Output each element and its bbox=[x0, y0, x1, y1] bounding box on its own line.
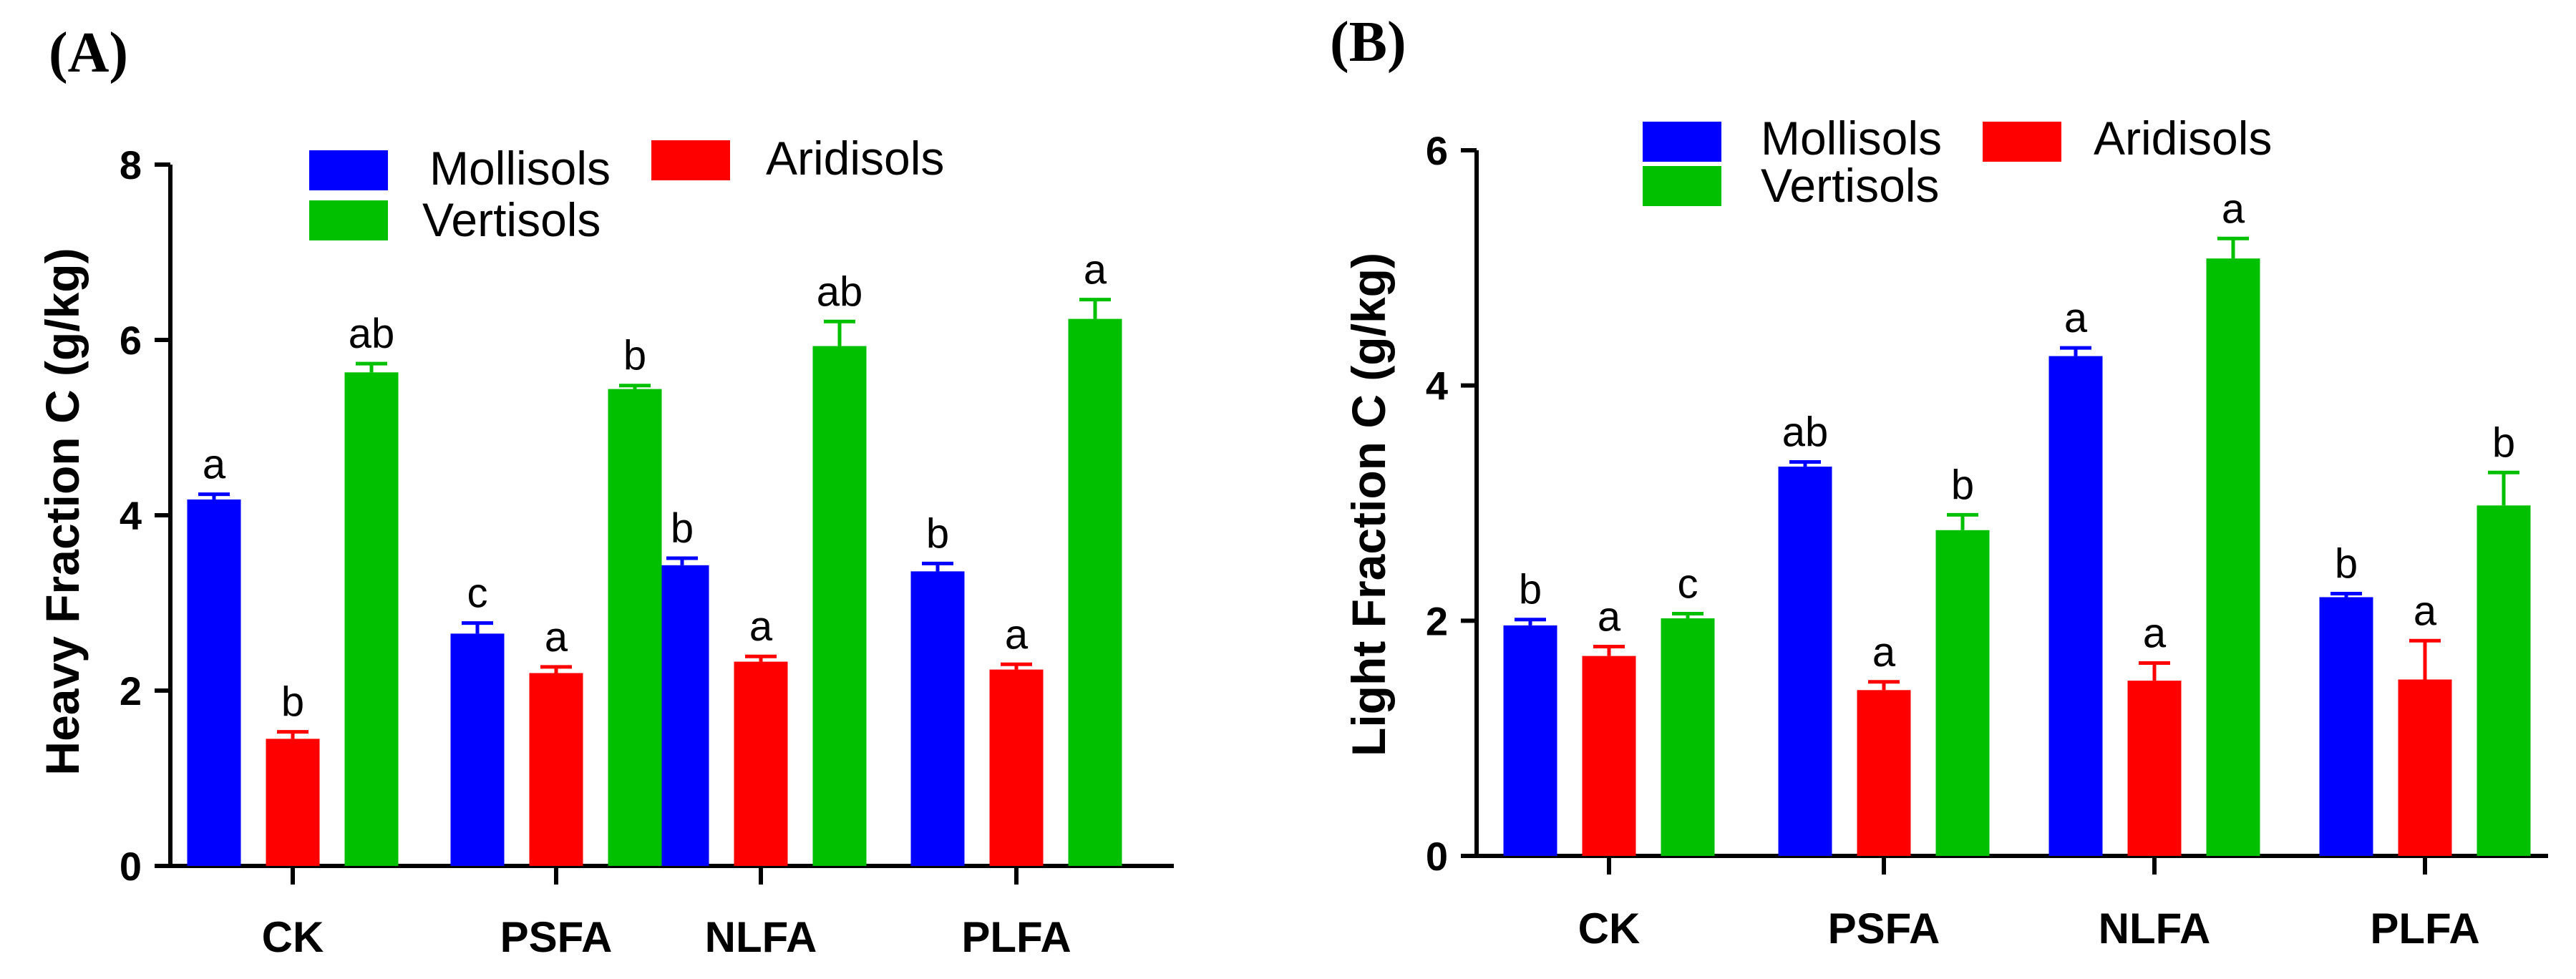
panel-a-bar-mollisols bbox=[910, 571, 965, 866]
panel-b-category-label: PLFA bbox=[2370, 905, 2479, 953]
panel-a-significance-letter: ab bbox=[817, 268, 863, 315]
panel-b-y-tick-label: 6 bbox=[1426, 128, 1448, 173]
panel-b-y-tick-label: 4 bbox=[1426, 364, 1448, 409]
panel-a-bar-mollisols bbox=[450, 633, 505, 866]
panel-a-significance-letter: b bbox=[281, 679, 304, 726]
panel-a-y-tick-label: 8 bbox=[120, 142, 142, 187]
panel-b-significance-letter: a bbox=[2414, 588, 2437, 634]
panel-b-significance-letter: a bbox=[2064, 295, 2088, 341]
panel-a-significance-letter: b bbox=[671, 505, 694, 552]
panel-a-legend-label: Mollisols bbox=[429, 142, 611, 195]
panel-b-legend-label: Vertisols bbox=[1761, 159, 1939, 212]
panel-b-label: (B) bbox=[1330, 11, 1406, 74]
panel-b-legend-label: Mollisols bbox=[1761, 112, 1942, 165]
panel-b-category-label: CK bbox=[1578, 905, 1641, 953]
panel-a-category-label: NLFA bbox=[705, 913, 817, 961]
panel-b-y-axis-title: Light Fraction C (g/kg) bbox=[1342, 253, 1395, 756]
panel-a-bar-aridisols bbox=[529, 673, 583, 866]
panel-a-bar-mollisols bbox=[655, 565, 709, 866]
panel-a-y-axis-title: Heavy Fraction C (g/kg) bbox=[36, 248, 89, 775]
panel-b-significance-letter: a bbox=[1598, 593, 1621, 640]
panel-b-bar-mollisols bbox=[1778, 467, 1832, 856]
panel-a-bar-vertisols bbox=[1068, 318, 1122, 867]
panel-a-category-label: PLFA bbox=[961, 913, 1071, 961]
panel-b-bar-vertisols bbox=[1661, 618, 1715, 856]
panel-b-bar-mollisols bbox=[2319, 597, 2373, 856]
panel-a-legend-label: Vertisols bbox=[422, 193, 601, 246]
panel-b-category-label: PSFA bbox=[1828, 905, 1940, 953]
panel-b-significance-letter: a bbox=[1872, 629, 1896, 676]
panel-b-significance-letter: b bbox=[1519, 567, 1542, 613]
panel-b-bar-aridisols bbox=[1582, 656, 1636, 856]
panel-b-significance-letter: a bbox=[2222, 185, 2245, 232]
panel-b-bar-aridisols bbox=[1857, 690, 1911, 856]
panel-b-bar-mollisols bbox=[2048, 356, 2103, 856]
panel-b-significance-letter: b bbox=[2335, 541, 2358, 588]
panel-b-bar-vertisols bbox=[2477, 505, 2531, 856]
panel-b-y-tick-label: 0 bbox=[1426, 834, 1448, 879]
panel-a-significance-letter: b bbox=[926, 510, 949, 557]
panel-a-legend-swatch-vertisols bbox=[309, 200, 388, 240]
panel-a-chart: 0 2 4 6 8 CK PSFA NLFA PLFA a c b b b a a a ab b ab a Molliso… bbox=[120, 132, 1174, 961]
panel-a-legend-swatch-aridisols bbox=[651, 140, 730, 180]
panel-b-significance-letter: b bbox=[1951, 462, 1974, 508]
panel-a-bar-vertisols bbox=[812, 346, 867, 866]
panel-a-bar-aridisols bbox=[734, 661, 788, 866]
panel-a-y-tick-label: 4 bbox=[120, 493, 142, 538]
panel-b-bar-mollisols bbox=[1503, 625, 1557, 856]
panel-a-category-label: PSFA bbox=[500, 913, 613, 961]
panel-a-bar-vertisols bbox=[344, 372, 399, 866]
panel-a-significance-letter: a bbox=[545, 614, 568, 661]
panel-b-bar-aridisols bbox=[2398, 679, 2452, 856]
panel-b-bar-aridisols bbox=[2127, 681, 2182, 856]
panel-a-bar-aridisols bbox=[989, 669, 1044, 866]
panel-a-y-tick-label: 2 bbox=[120, 668, 142, 713]
panel-a-bar-vertisols bbox=[608, 389, 662, 866]
panel-b-significance-letter: b bbox=[2492, 419, 2515, 466]
panel-b-legend-swatch-mollisols bbox=[1643, 122, 1721, 162]
panel-b-significance-letter: c bbox=[1678, 560, 1698, 607]
panel-a-bar-mollisols bbox=[187, 499, 241, 866]
panel-b-significance-letter: a bbox=[2143, 610, 2167, 656]
panel-a-significance-letter: b bbox=[623, 333, 646, 379]
panel-b-bar-vertisols bbox=[1935, 530, 1990, 856]
panel-b-significance-letter: ab bbox=[1782, 409, 1829, 455]
panel-a-y-tick-label: 6 bbox=[120, 318, 142, 363]
panel-b-bar-vertisols bbox=[2206, 258, 2260, 857]
panel-a-bar-aridisols bbox=[266, 739, 320, 866]
panel-b-y-tick-label: 2 bbox=[1426, 598, 1448, 643]
panel-a-significance-letter: a bbox=[1084, 247, 1107, 293]
panel-b-legend-label: Aridisols bbox=[2094, 112, 2272, 165]
panel-a-significance-letter: a bbox=[749, 603, 773, 650]
panel-a-significance-letter: ab bbox=[349, 311, 395, 357]
panel-b-legend-swatch-vertisols bbox=[1643, 166, 1721, 206]
panel-a-significance-letter: a bbox=[203, 442, 226, 488]
panel-a-significance-letter: c bbox=[467, 570, 488, 617]
panel-b-category-label: NLFA bbox=[2099, 905, 2211, 953]
panel-a-y-tick-label: 0 bbox=[120, 844, 142, 889]
panel-a-legend-label: Aridisols bbox=[766, 132, 944, 185]
panel-b-legend-swatch-aridisols bbox=[1983, 122, 2061, 162]
panel-a-legend-swatch-mollisols bbox=[309, 150, 388, 190]
panel-a-category-label: CK bbox=[262, 913, 324, 961]
panel-a-label: (A) bbox=[49, 21, 128, 84]
panel-a-significance-letter: a bbox=[1005, 611, 1029, 658]
